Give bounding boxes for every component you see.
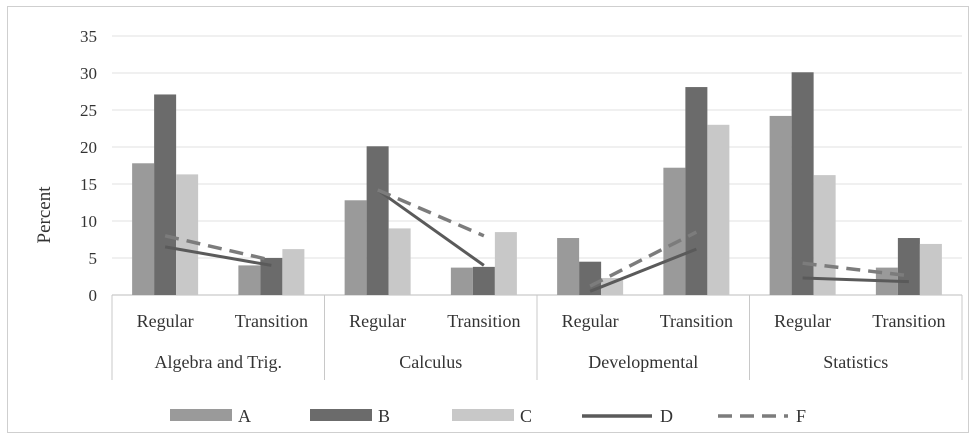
legend-swatch-c [452, 409, 514, 421]
bar-a [344, 200, 367, 295]
y-tick-label: 30 [80, 64, 97, 83]
x-category-label: Regular [137, 311, 194, 331]
x-category-label: Regular [349, 311, 406, 331]
line-f [164, 234, 272, 262]
bar-c [494, 232, 517, 295]
x-category-label: Transition [660, 311, 733, 331]
y-tick-label: 5 [89, 249, 98, 268]
bar-c [707, 124, 730, 295]
x-group-label: Algebra and Trig. [155, 352, 283, 372]
bar-b [366, 146, 389, 295]
y-axis-label: Percent [34, 186, 55, 244]
line-f [589, 230, 698, 288]
bar-c [282, 249, 305, 295]
bar-c [601, 277, 624, 295]
bar-b [579, 261, 602, 295]
y-axis: 0 5 10 15 20 25 30 35 [80, 27, 97, 305]
y-tick-label: 20 [80, 138, 97, 157]
legend-label: F [796, 406, 806, 426]
x-category-label: Transition [235, 311, 308, 331]
bar-a [663, 167, 686, 295]
bar-b [791, 72, 814, 295]
x-category-label: Regular [562, 311, 619, 331]
legend-swatch-b [310, 409, 372, 421]
bar-c [176, 174, 199, 295]
bar-b [472, 266, 495, 295]
legend-label: A [238, 406, 251, 426]
line-d [376, 188, 485, 267]
bar-b [154, 94, 177, 296]
line-f [802, 261, 910, 278]
legend-label: C [520, 406, 532, 426]
bar-c [919, 243, 942, 295]
bar-a [557, 238, 580, 295]
legend-swatch-a [170, 409, 232, 421]
bar-c [388, 228, 411, 295]
legend-label: D [660, 406, 673, 426]
y-tick-label: 35 [80, 27, 97, 46]
bar-b [897, 238, 920, 295]
y-tick-label: 25 [80, 101, 97, 120]
line-f [376, 188, 485, 238]
y-tick-label: 15 [80, 175, 97, 194]
line-d [164, 245, 272, 267]
y-tick-label: 10 [80, 212, 97, 231]
bar-a [238, 265, 261, 295]
series-lines [164, 188, 910, 293]
bar-a [769, 115, 792, 295]
x-category-label: Regular [774, 311, 831, 331]
x-group-label: Statistics [823, 352, 888, 372]
x-category-label: Transition [872, 311, 945, 331]
x-axis: Regular Transition Regular Transition Regula… [111, 295, 963, 380]
x-group-label: Calculus [399, 352, 462, 372]
bar-b [260, 258, 283, 295]
bar-a [132, 163, 155, 295]
y-tick-label: 0 [89, 286, 98, 305]
line-d [589, 247, 697, 293]
legend-label: B [378, 406, 390, 426]
bar-a [450, 267, 473, 295]
x-category-label: Transition [447, 311, 520, 331]
bar-b [685, 87, 708, 295]
x-group-label: Developmental [588, 352, 698, 372]
line-d [802, 276, 909, 284]
